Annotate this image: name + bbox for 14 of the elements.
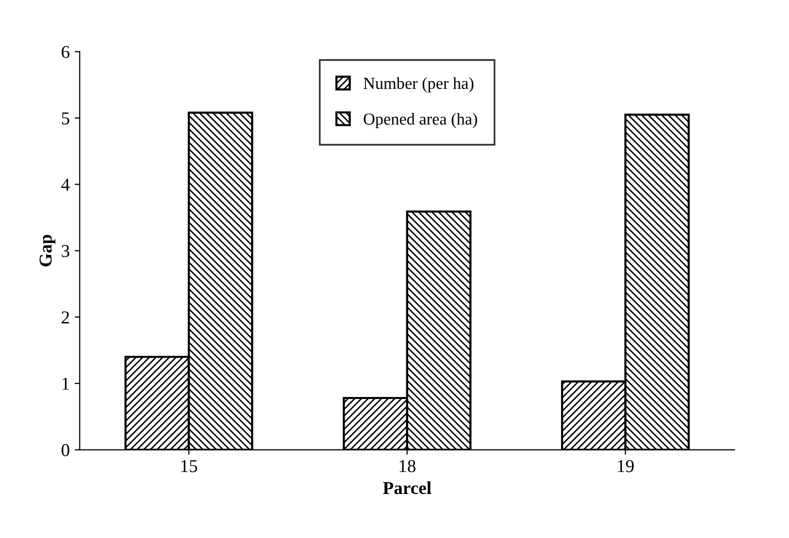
legend-label: Number (per ha) [364, 77, 474, 92]
x-tick-label: 15 [181, 460, 198, 472]
y-tick-label: 0 [62, 444, 70, 456]
y-tick-label: 5 [62, 112, 70, 124]
y-tick-label: 2 [62, 311, 69, 324]
y-axis-title: Gap [40, 234, 56, 266]
x-axis-title: Parcel [383, 481, 432, 494]
y-tick-label: 6 [62, 46, 70, 58]
x-tick-label: 19 [618, 460, 634, 472]
y-tick-label: 1 [62, 378, 69, 390]
x-tick-label: 18 [400, 460, 416, 472]
legend-label: Opened area (ha) [364, 112, 478, 128]
y-tick-label: 3 [62, 245, 70, 258]
y-tick-label: 4 [61, 178, 70, 191]
